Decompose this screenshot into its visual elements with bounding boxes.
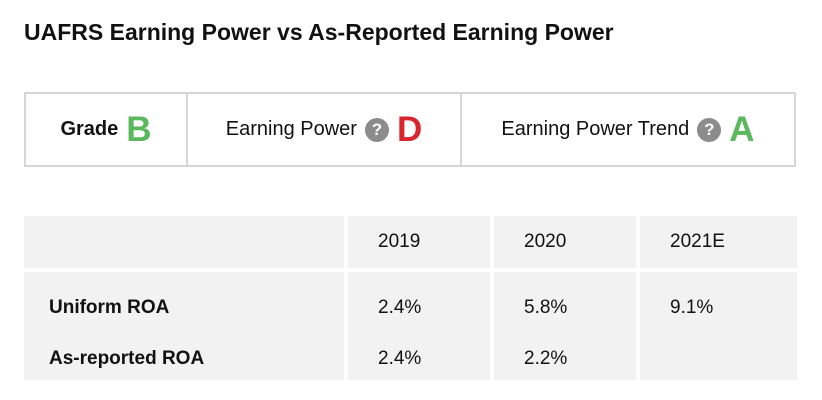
earning-power-trend-label: Earning Power Trend xyxy=(501,118,690,140)
grade-label: Grade xyxy=(60,118,119,140)
table-cell xyxy=(640,333,797,384)
table-header-2021e: 2021E xyxy=(640,216,797,268)
earning-power-grade-letter: D xyxy=(396,110,423,149)
table-column-2019: 2.4% 2.4% xyxy=(348,272,490,380)
earning-power-label: Earning Power xyxy=(225,118,357,140)
roa-table: 2019 2020 2021E Uniform ROA As-reported … xyxy=(24,216,797,380)
table-cell: 2.2% xyxy=(524,347,568,369)
grade-letter: B xyxy=(126,110,152,149)
table-cell: 9.1% xyxy=(670,296,714,318)
table-cell: 2.4% xyxy=(378,347,422,369)
grade-summary-box: Grade B Earning Power ? D Earning Power … xyxy=(24,92,796,167)
grade-cell-overall: Grade B xyxy=(26,94,186,165)
table-header-2020: 2020 xyxy=(494,216,636,268)
table-header-blank xyxy=(24,216,344,268)
table-cell: 5.8% xyxy=(524,296,568,318)
question-circle-icon[interactable]: ? xyxy=(697,117,722,142)
table-header-2019: 2019 xyxy=(348,216,490,268)
row-label-as-reported-roa: As-reported ROA xyxy=(49,347,205,369)
earning-power-trend-grade-letter: A xyxy=(729,110,755,149)
table-cell: 2.4% xyxy=(378,296,422,318)
grade-cell-earning-power: Earning Power ? D xyxy=(186,94,460,165)
grade-cell-earning-power-trend: Earning Power Trend ? A xyxy=(460,94,794,165)
table-column-2021e: 9.1% xyxy=(640,272,797,380)
table-column-labels: Uniform ROA As-reported ROA xyxy=(24,272,344,380)
page-title: UAFRS Earning Power vs As-Reported Earni… xyxy=(24,19,614,45)
question-circle-icon[interactable]: ? xyxy=(364,117,389,142)
table-column-2020: 5.8% 2.2% xyxy=(494,272,636,380)
row-label-uniform-roa: Uniform ROA xyxy=(49,296,170,318)
